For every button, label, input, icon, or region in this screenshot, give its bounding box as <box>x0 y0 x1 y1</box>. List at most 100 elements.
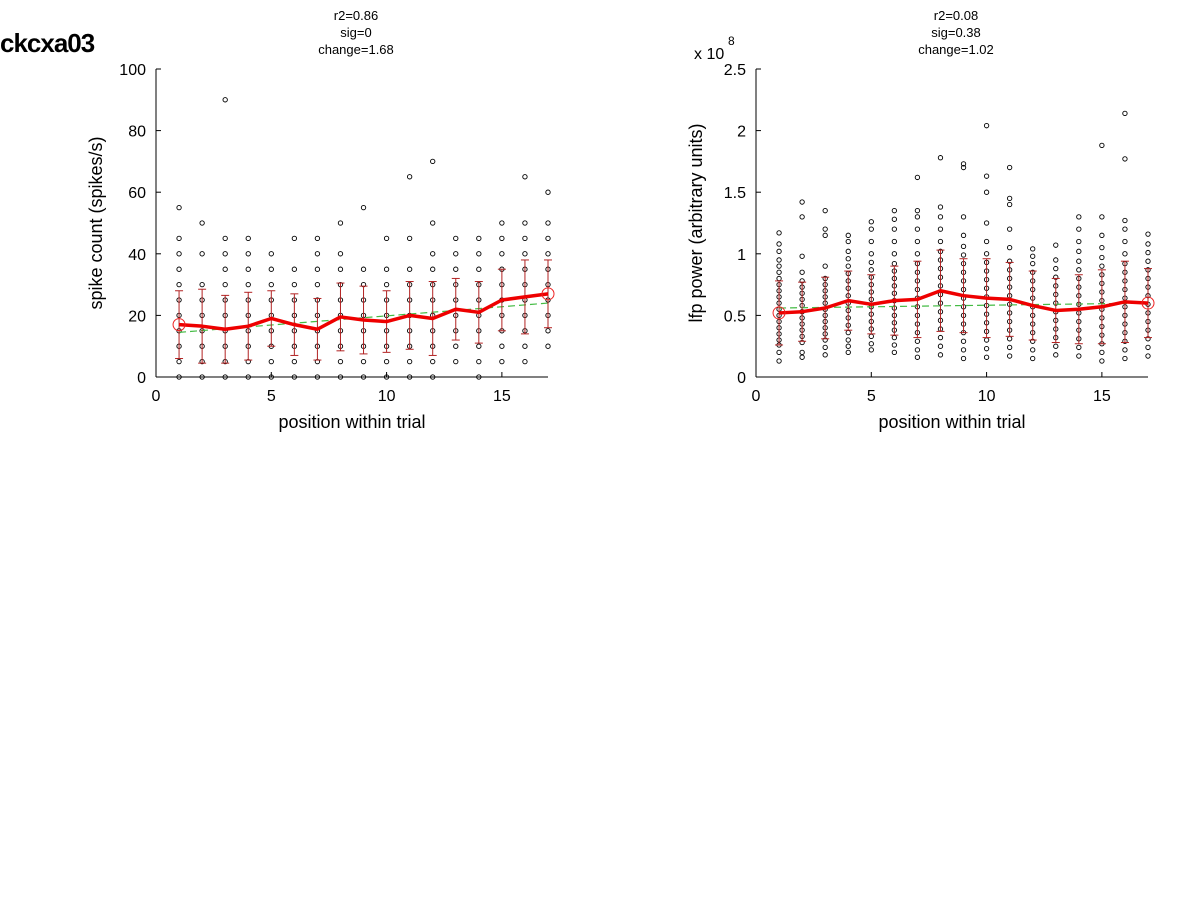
c1-data-point <box>822 208 828 214</box>
c0-data-point <box>337 374 344 380</box>
c1-data-point <box>1006 336 1013 342</box>
c0-data-point <box>545 189 551 195</box>
c0-data-point <box>476 343 482 349</box>
c1-title-line-1: sig=0.38 <box>931 25 981 40</box>
c0-data-point <box>176 251 182 257</box>
c0-data-point <box>222 97 228 103</box>
c1-data-point <box>1006 244 1013 251</box>
c1-mean-line <box>778 289 1149 315</box>
c0-data-point <box>453 266 459 272</box>
c1-data-point <box>1099 349 1105 356</box>
c0-data-point <box>453 343 459 349</box>
c0-data-point <box>430 374 436 380</box>
c1-data-point <box>1030 355 1036 362</box>
c0-data-point <box>545 220 551 226</box>
c1-data-point <box>1122 226 1128 232</box>
c0-data-point <box>176 266 182 272</box>
c1-data-point <box>891 342 898 348</box>
c1-data-point <box>891 226 898 232</box>
c0-data-point <box>314 266 321 272</box>
c0-mean-start-marker <box>172 318 186 332</box>
c1-data-point <box>891 216 898 222</box>
c0-data-point <box>383 374 390 380</box>
c0-data-point <box>545 328 551 334</box>
c1-data-point <box>845 232 851 238</box>
c0-data-point <box>222 281 228 288</box>
c1-data-point <box>1006 226 1013 232</box>
c0-data-point <box>499 235 505 242</box>
c0-data-point <box>476 374 482 380</box>
c0-data-point <box>522 251 528 257</box>
c0-data-point <box>476 251 482 257</box>
c1-data-point <box>822 352 828 358</box>
c0-data-point <box>545 251 551 257</box>
c1-data-point <box>799 214 805 220</box>
c0-data-point <box>522 358 528 365</box>
c1-data-point <box>1122 156 1128 162</box>
c0-data-point <box>430 220 436 226</box>
c1-data-point <box>1099 232 1105 238</box>
c1-data-point <box>822 263 828 269</box>
c1-data-point <box>1053 352 1059 358</box>
c0-mean-line <box>178 292 549 332</box>
c0-data-point <box>291 281 298 288</box>
c1-data-point <box>983 238 990 245</box>
c1-data-point <box>914 208 921 214</box>
c0-data-point <box>545 343 551 349</box>
c1-data-point <box>891 238 898 245</box>
c1-data-point <box>868 226 874 232</box>
c0-data-point <box>176 204 182 211</box>
c1-data-point <box>983 337 990 343</box>
c1-exponent-power: 8 <box>728 34 735 48</box>
c1-x-tick-label: 10 <box>978 388 996 405</box>
c0-data-point <box>176 358 182 365</box>
c0-data-point <box>199 251 205 257</box>
c1-y-tick-label: 0 <box>737 370 746 387</box>
c0-title-line-0: r2=0.86 <box>334 8 378 23</box>
c0-data-point <box>291 358 298 365</box>
c0-y-tick-label: 80 <box>128 124 146 141</box>
c1-data-point <box>1145 241 1151 247</box>
c1-data-point <box>776 230 782 236</box>
c1-data-point <box>868 219 874 225</box>
c1-data-point <box>1030 261 1036 267</box>
c1-data-point <box>1076 258 1082 264</box>
chart-spike-count: r2=0.86 sig=0 change=1.68 0 5 10 15 0 20 40 60 80 10… <box>86 8 555 432</box>
c0-data-point <box>453 251 459 257</box>
c0-data-point <box>268 358 274 365</box>
c1-data-point <box>845 329 851 336</box>
c0-data-point <box>176 235 182 242</box>
c1-data-point <box>1145 231 1151 237</box>
c0-x-tick-label: 0 <box>152 388 161 405</box>
c1-data-point <box>868 251 874 257</box>
c0-data-point <box>222 235 228 242</box>
c1-data-point <box>1145 344 1151 351</box>
c1-x-tick-label: 0 <box>752 388 761 405</box>
c1-data-point <box>799 199 805 205</box>
c1-data-point <box>776 241 782 247</box>
c0-mean-end-marker <box>541 287 555 301</box>
c0-data-point <box>406 174 413 180</box>
c1-data-point <box>799 253 805 259</box>
c1-x-axis-label: position within trial <box>878 412 1025 432</box>
c1-fit-line <box>779 302 1149 309</box>
c0-data-point <box>245 281 251 288</box>
c1-data-point <box>914 214 921 220</box>
c1-data-point <box>822 232 828 238</box>
c0-data-point <box>522 220 528 226</box>
c0-data-point <box>199 220 205 226</box>
c1-data-point <box>960 214 967 220</box>
c1-data-point <box>1122 217 1128 224</box>
c1-data-point <box>1053 265 1059 272</box>
c1-data-point <box>868 259 874 266</box>
c1-data-point <box>983 173 990 179</box>
c0-data-point <box>314 235 321 242</box>
chart-lfp-power: r2=0.08 sig=0.38 change=1.02 0 5 10 15 0 0.5 1 1.5… <box>686 8 1155 432</box>
c0-data-point <box>476 266 482 272</box>
c1-data-point <box>1053 343 1059 349</box>
c1-data-point <box>1076 353 1082 359</box>
c1-data-point <box>1053 257 1059 263</box>
c0-data-point <box>176 281 182 288</box>
c1-data-point <box>937 204 944 210</box>
c1-data-point <box>914 174 921 181</box>
